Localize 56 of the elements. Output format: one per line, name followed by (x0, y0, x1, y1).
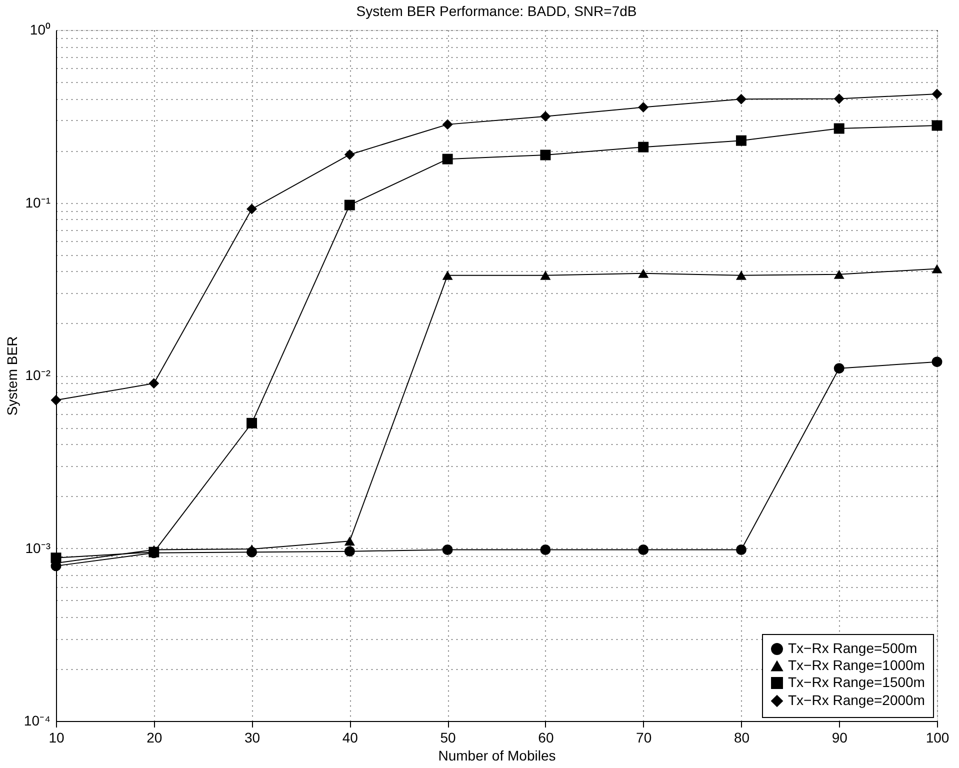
point (148, 378, 160, 389)
point (344, 149, 355, 160)
point (736, 270, 746, 280)
y-tick-label: 10⁻³ (25, 540, 51, 556)
y-tick-label: 10⁻¹ (25, 194, 51, 210)
point (638, 142, 649, 152)
point (442, 544, 453, 555)
point (638, 544, 649, 555)
legend-label: Tx−Rx Range=500m (788, 640, 918, 656)
y-tick-label: 10⁻⁴ (24, 712, 50, 728)
y-tick-label: 10⁻² (25, 367, 51, 383)
point (246, 544, 258, 554)
x-tick-label: 90 (832, 730, 848, 746)
x-tick-label: 70 (636, 730, 652, 746)
point (638, 102, 649, 113)
point (932, 356, 942, 368)
point (246, 204, 258, 214)
point (540, 111, 551, 122)
point (932, 88, 942, 100)
point (932, 120, 942, 131)
x-tick-label: 10 (48, 730, 64, 746)
point (736, 544, 746, 555)
legend-label: Tx−Rx Range=1000m (788, 657, 925, 673)
point (442, 270, 453, 280)
point (246, 418, 258, 428)
point (736, 135, 746, 146)
point (638, 268, 649, 278)
point (50, 552, 62, 564)
x-axis-title: Number of Mobiles (438, 748, 556, 764)
point (834, 270, 844, 279)
point (344, 536, 355, 546)
x-tick-label: 20 (146, 730, 162, 746)
point (540, 544, 551, 555)
point (834, 94, 844, 104)
x-tick-label: 30 (244, 730, 260, 746)
x-tick-label: 50 (440, 730, 456, 746)
chart-title: System BER Performance: BADD, SNR=7dB (356, 3, 637, 19)
point (540, 150, 551, 160)
x-tick-label: 100 (926, 730, 950, 746)
x-tick-label: 60 (538, 730, 554, 746)
point (540, 270, 551, 280)
point (834, 363, 844, 374)
y-tick-label: 10⁰ (30, 22, 50, 38)
point (344, 200, 355, 210)
y-axis-title: System BER (4, 336, 20, 416)
point (50, 394, 62, 406)
legend-label: Tx−Rx Range=1500m (788, 674, 925, 690)
x-tick-label: 80 (734, 730, 750, 746)
point (442, 119, 453, 130)
x-tick-label: 40 (342, 730, 358, 746)
legend-label: Tx−Rx Range=2000m (788, 692, 925, 708)
point (736, 94, 746, 104)
point (344, 546, 355, 557)
point (932, 264, 942, 274)
point (442, 154, 453, 164)
point (834, 123, 844, 134)
